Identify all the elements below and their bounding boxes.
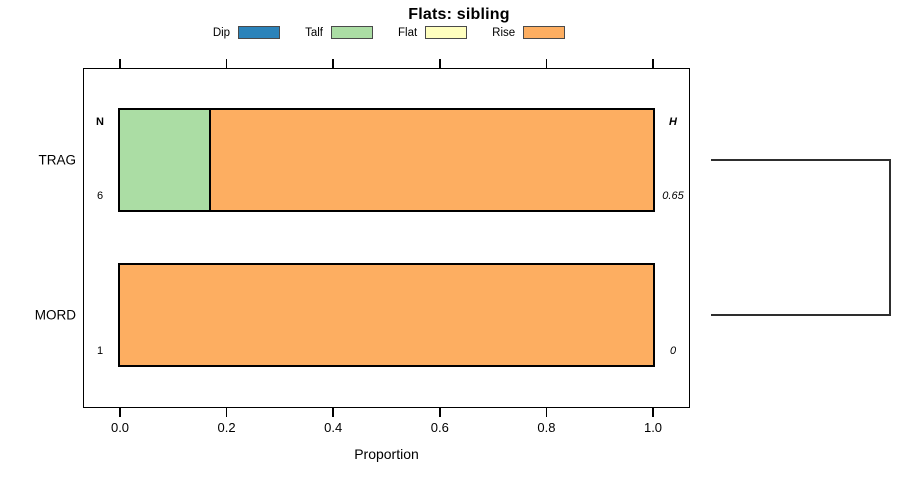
stacked-bar-mord (118, 263, 655, 367)
axis-tick-top (119, 59, 121, 68)
axis-tick-top (545, 59, 548, 68)
dendrogram-branch-bottom (711, 314, 891, 316)
chart-title: Flats: sibling (408, 6, 510, 23)
legend-label: Dip (212, 26, 231, 39)
legend-swatch-dip (238, 26, 281, 39)
entropy-column-header: H (669, 116, 677, 128)
axis-tick-bottom (439, 408, 441, 417)
dendrogram-branch-top (711, 159, 891, 161)
bar-segment-rise (120, 265, 653, 365)
y-axis-category-mord: MORD (34, 307, 76, 323)
x-axis-title: Proportion (354, 446, 419, 462)
entropy-value-mord: 0 (669, 345, 677, 357)
legend-item-flat: Flat (397, 26, 468, 39)
x-tick-label: 0.2 (217, 420, 236, 435)
count-column-header: N (96, 116, 104, 128)
axis-tick-top (332, 59, 334, 68)
axis-tick-bottom (225, 408, 228, 417)
x-tick-label: 0.4 (324, 420, 343, 435)
axis-tick-bottom (545, 408, 548, 417)
legend-swatch-rise (523, 26, 566, 39)
legend-item-talf: Talf (305, 26, 373, 39)
count-value-mord: 1 (96, 345, 104, 357)
legend-swatch-talf (330, 26, 373, 39)
bar-segment-rise (208, 110, 653, 210)
count-value-trag: 6 (96, 190, 104, 202)
axis-tick-bottom (119, 408, 121, 417)
legend-label: Rise (492, 26, 516, 39)
axis-tick-top (439, 59, 441, 68)
axis-tick-top (225, 59, 228, 68)
x-tick-label: 1.0 (643, 420, 663, 435)
legend-swatch-flat (425, 26, 468, 39)
bar-segment-talf (120, 110, 209, 210)
entropy-value-trag: 0.65 (662, 190, 684, 202)
legend-label: Flat (397, 26, 418, 39)
legend-label: Talf (305, 26, 323, 39)
legend-item-rise: Rise (492, 26, 566, 39)
x-tick-label: 0.0 (110, 420, 130, 435)
dendrogram-join (889, 159, 891, 316)
legend: Dip Talf Flat Rise (0, 26, 778, 39)
stacked-bar-trag (118, 108, 655, 212)
legend-item-dip: Dip (212, 26, 281, 39)
y-axis-category-trag: TRAG (38, 152, 76, 168)
x-tick-label: 0.8 (537, 420, 556, 435)
x-tick-label: 0.6 (430, 420, 449, 435)
plot-area (83, 68, 690, 408)
axis-tick-bottom (652, 408, 654, 417)
axis-tick-bottom (332, 408, 334, 417)
axis-tick-top (652, 59, 654, 68)
